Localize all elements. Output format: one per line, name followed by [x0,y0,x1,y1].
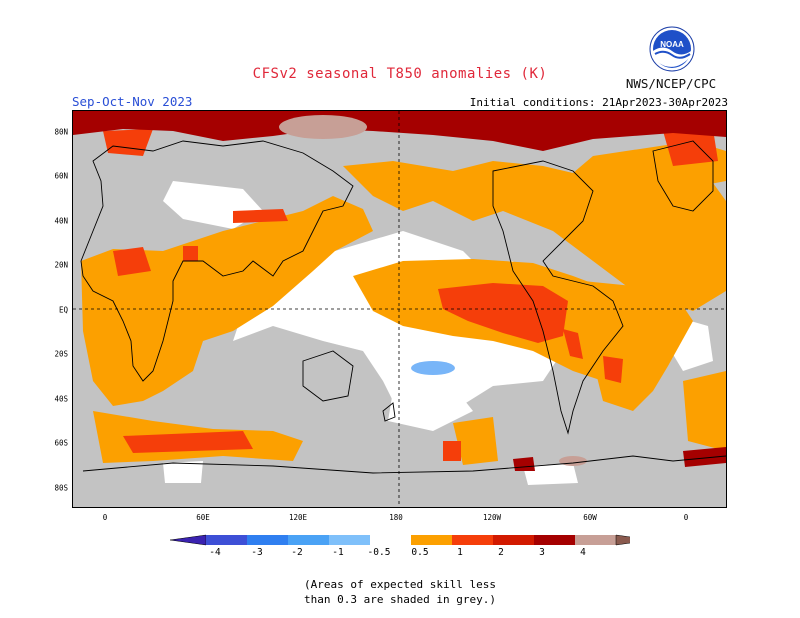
initial-conditions-label: Initial conditions: 21Apr2023-30Apr2023 [469,96,728,109]
logo-text: NOAA [660,40,684,49]
colorbar-swatch [370,535,411,545]
colorbar-swatch [411,535,452,545]
lat-label-eq: EQ [58,305,68,315]
red-region-asia-1 [113,247,151,276]
red-region-east-pacific [438,283,568,343]
white-region-pacific-south [388,386,473,431]
lat-label-80s: 80S [54,483,68,493]
colorbar-label-m1: -1 [332,547,344,558]
blue-region-south-pacific [411,361,455,375]
red-region-south-america-2 [603,356,623,383]
red-region-southern-ocean [123,431,253,453]
colorbar-label-p4: 4 [580,547,586,558]
orange-region-africa-indian [81,196,373,406]
colorbar-swatch [329,535,370,545]
colorbar-label-p2: 2 [498,547,504,558]
colorbar-swatch [247,535,288,545]
colorbar-swatch [288,535,329,545]
colorbar-label-m05: -0.5 [367,547,391,558]
skill-note-line1: (Areas of expected skill less [303,578,497,591]
red-region-arctic-2 [663,129,718,166]
season-label: Sep-Oct-Nov 2023 [72,94,193,109]
dark-red-region-antarctic-2 [683,447,726,467]
agency-label: NWS/NCEP/CPC [625,76,717,91]
map-svg [73,111,727,507]
colorbar-label-p05: 0.5 [411,547,429,558]
dark-red-region-arctic [73,111,726,151]
lon-label-180: 180 [389,513,403,522]
map-title: CFSv2 seasonal T850 anomalies (K) [252,66,548,82]
lat-label-40s: 40S [54,394,68,404]
red-region-south-pacific [443,441,461,461]
lon-label-60e: 60E [196,513,210,522]
lon-label-60w: 60W [583,513,597,522]
lat-label-20n: 20N [54,260,68,270]
lat-label-40n: 40N [54,216,68,226]
lon-label-120e: 120E [288,513,308,522]
colorbar-label-p1: 1 [457,547,463,558]
pink-region-antarctic [559,456,587,466]
coastlines [80,140,727,474]
skill-note-line2: than 0.3 are shaded in grey.) [303,593,497,606]
lon-label-0: 0 [102,513,108,522]
orange-region-east-atlantic [683,371,726,451]
red-region-asia-3 [233,209,288,223]
lat-label-60s: 60S [54,438,68,448]
colorbar-label-m4: -4 [209,547,221,558]
lon-label-120w: 120W [482,513,502,522]
colorbar-swatch [452,535,493,545]
colorbar-label-p3: 3 [539,547,545,558]
colorbar-swatch [575,535,616,545]
colorbar-swatch [493,535,534,545]
colorbar-label-m3: -3 [251,547,263,558]
colorbar-arrow-low [170,534,207,546]
lat-label-20s: 20S [54,349,68,359]
colorbar-swatch [534,535,575,545]
lat-label-60n: 60N [54,171,68,181]
colorbar-swatch [206,535,247,545]
white-region-antarctic [163,461,203,483]
white-region-antarctic-2 [523,463,578,485]
pink-region-arctic [279,115,367,139]
red-region-asia-2 [183,246,198,261]
noaa-logo-icon: NOAA [649,26,695,72]
colorbar-arrow-high [615,534,630,546]
colorbar-label-m2: -2 [291,547,303,558]
red-region-south-america-1 [563,329,583,359]
orange-region-south-pacific [453,417,498,465]
dark-red-region-antarctic [513,457,535,471]
colorbar [170,534,630,546]
skill-note: (Areas of expected skill less than 0.3 a… [0,577,800,607]
lon-label-0-east: 0 [683,513,689,522]
lat-label-80n: 80N [54,127,68,137]
orange-region-north-pacific [343,156,726,311]
anomaly-map [72,110,727,508]
